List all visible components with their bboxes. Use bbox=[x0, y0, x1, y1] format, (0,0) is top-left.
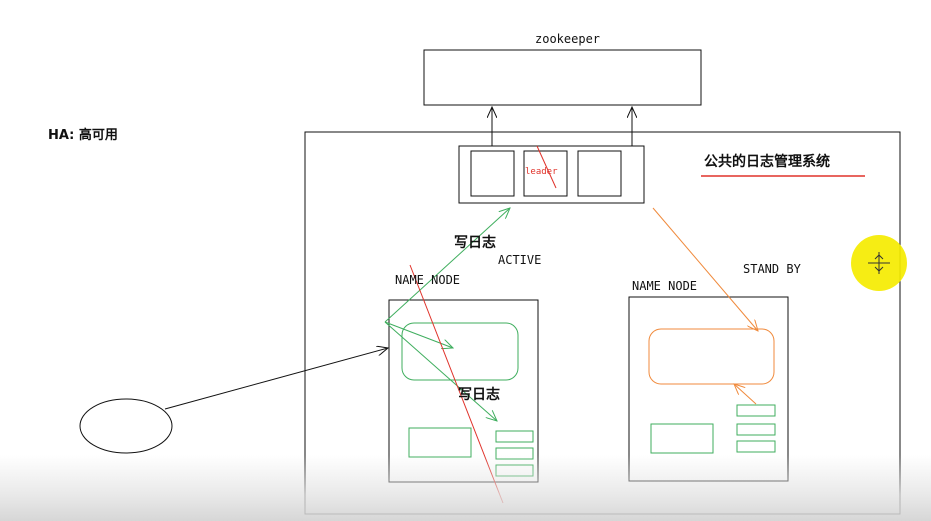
namenode-right-label: NAME NODE bbox=[632, 279, 698, 293]
standby-small-block-2 bbox=[736, 423, 776, 436]
active-small-block-2 bbox=[495, 447, 534, 460]
write-log-label-top: 写日志 bbox=[454, 235, 496, 251]
write-log-arrow-to-journal bbox=[384, 208, 510, 323]
write-log-arrow-to-memory bbox=[384, 321, 453, 348]
zookeeper-box bbox=[423, 49, 702, 106]
journal-node-1 bbox=[470, 150, 515, 197]
active-label: ACTIVE bbox=[498, 253, 542, 267]
standby-disk-to-memory-arrow bbox=[734, 384, 757, 405]
active-memory-block bbox=[401, 322, 519, 381]
write-log-label-inner: 写日志 bbox=[458, 387, 500, 403]
leader-label: leader bbox=[525, 167, 558, 177]
standby-memory-block bbox=[648, 328, 775, 385]
journal-node-leader bbox=[523, 150, 568, 197]
zookeeper-label: zookeeper bbox=[535, 32, 601, 46]
standby-disk-block bbox=[650, 423, 714, 454]
crosshair-cursor-icon bbox=[868, 252, 890, 274]
standby-small-block-3 bbox=[736, 440, 776, 453]
standby-label: STAND BY bbox=[743, 262, 801, 276]
ha-label: HA: 高可用 bbox=[48, 128, 118, 143]
active-small-block-1 bbox=[495, 430, 534, 443]
active-failure-strike bbox=[409, 264, 504, 504]
leader-strike bbox=[536, 145, 557, 189]
shared-log-label: 公共的日志管理系统 bbox=[704, 154, 830, 170]
active-small-block-3 bbox=[495, 464, 534, 477]
client-request-arrow bbox=[164, 348, 388, 410]
write-log-arrow-to-disk bbox=[384, 321, 497, 421]
cluster-frame bbox=[304, 131, 901, 515]
namenode-left-label: NAME NODE bbox=[395, 273, 461, 287]
journal-node-3 bbox=[577, 150, 622, 197]
standby-small-block-1 bbox=[736, 404, 776, 417]
client-ellipse bbox=[79, 398, 173, 454]
journal-container bbox=[458, 145, 645, 204]
sync-arrow-to-standby bbox=[652, 207, 758, 331]
active-disk-block bbox=[408, 427, 472, 458]
